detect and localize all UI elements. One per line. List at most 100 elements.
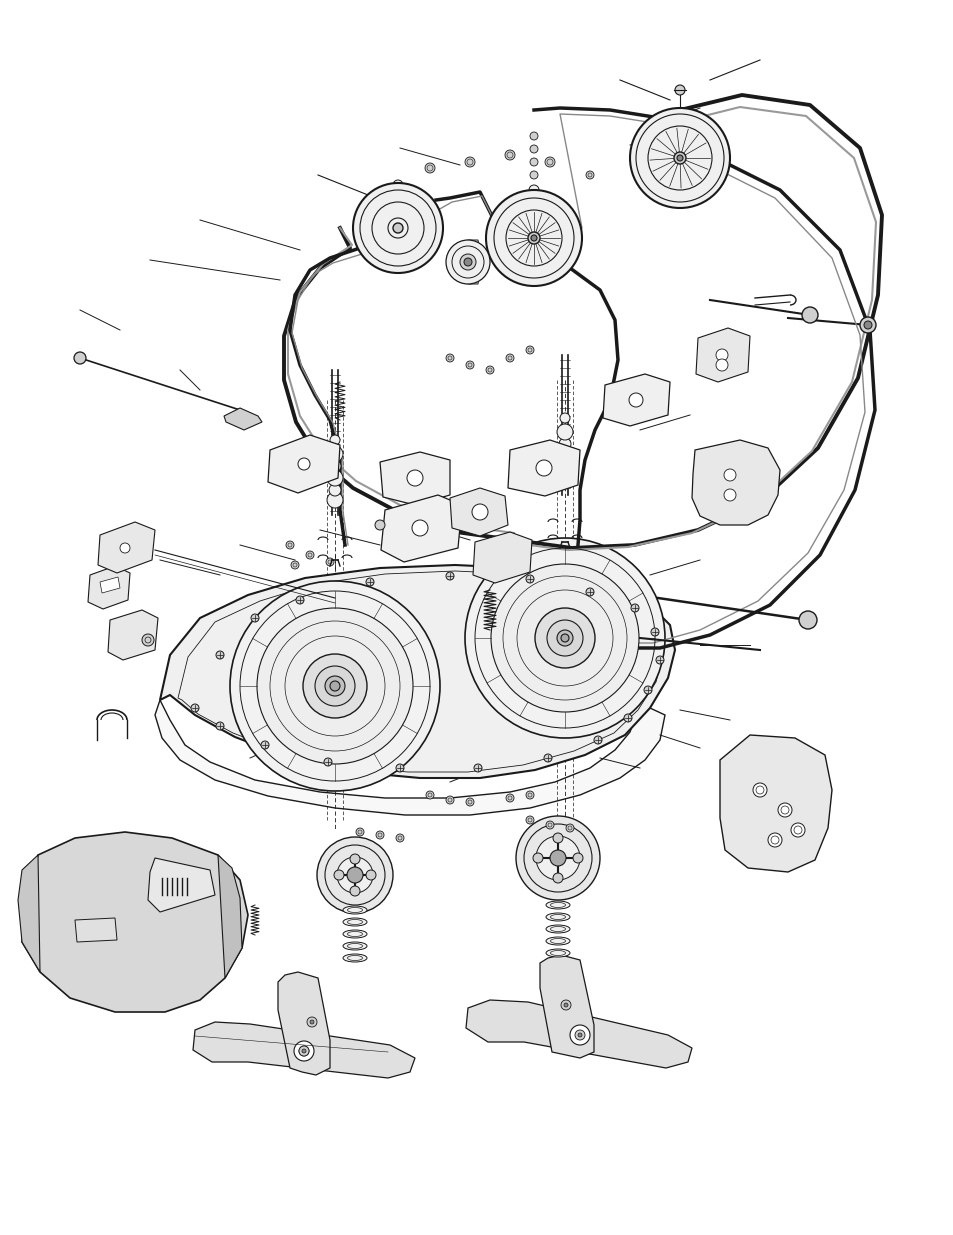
Ellipse shape [343,918,367,926]
Polygon shape [380,495,461,562]
Circle shape [353,183,442,273]
Circle shape [623,714,631,722]
Circle shape [327,471,343,487]
Polygon shape [696,329,749,382]
Circle shape [325,676,345,697]
Circle shape [215,722,224,730]
Circle shape [465,361,474,369]
Circle shape [565,824,574,832]
Polygon shape [691,440,780,525]
Circle shape [395,834,403,842]
Circle shape [557,424,573,440]
Polygon shape [602,374,669,426]
Circle shape [716,359,727,370]
Circle shape [215,651,224,659]
Polygon shape [507,440,579,496]
Circle shape [560,1000,571,1010]
Circle shape [329,484,340,496]
Circle shape [529,185,538,195]
Circle shape [251,614,258,622]
Circle shape [142,634,153,646]
Circle shape [594,736,601,743]
Polygon shape [148,858,214,911]
Circle shape [553,832,562,844]
Circle shape [120,543,130,553]
Circle shape [752,783,766,797]
Circle shape [553,873,562,883]
Circle shape [767,832,781,847]
Circle shape [446,354,454,362]
Circle shape [629,107,729,207]
Ellipse shape [545,925,569,932]
Ellipse shape [545,913,569,921]
Circle shape [516,816,599,900]
Circle shape [330,435,339,445]
Ellipse shape [343,906,367,914]
Circle shape [643,685,651,694]
Circle shape [424,163,435,173]
Circle shape [393,224,402,233]
Polygon shape [154,700,664,815]
Circle shape [525,576,534,583]
Circle shape [407,471,422,487]
Circle shape [558,462,571,474]
Circle shape [558,438,571,450]
Circle shape [628,393,642,408]
Polygon shape [463,240,481,284]
Polygon shape [160,564,675,778]
Circle shape [859,317,875,333]
Circle shape [291,561,298,569]
Circle shape [303,655,367,718]
Circle shape [330,680,339,692]
Circle shape [525,346,534,354]
Circle shape [298,1046,309,1056]
Circle shape [557,630,573,646]
Circle shape [297,458,310,471]
Polygon shape [98,522,154,573]
Circle shape [472,504,488,520]
Circle shape [530,158,537,165]
Circle shape [778,803,791,818]
Circle shape [350,885,359,897]
Circle shape [723,489,735,501]
Circle shape [530,144,537,153]
Circle shape [355,827,364,836]
Circle shape [790,823,804,837]
Circle shape [723,469,735,480]
Circle shape [395,764,403,772]
Circle shape [334,869,344,881]
Circle shape [426,790,434,799]
Circle shape [366,578,374,585]
Circle shape [677,156,682,161]
Circle shape [375,831,384,839]
Polygon shape [108,610,158,659]
Circle shape [464,538,664,739]
Polygon shape [193,1023,415,1078]
Circle shape [544,157,555,167]
Polygon shape [100,577,120,593]
Circle shape [575,1030,584,1040]
Circle shape [336,857,373,893]
Circle shape [630,604,639,613]
Circle shape [585,170,594,179]
Circle shape [327,446,343,462]
Circle shape [314,666,355,706]
Circle shape [393,180,402,190]
Circle shape [546,620,582,656]
Circle shape [535,608,595,668]
Ellipse shape [343,930,367,939]
Circle shape [347,867,363,883]
Circle shape [563,1003,567,1007]
Circle shape [578,1032,581,1037]
Circle shape [650,629,659,636]
Circle shape [310,1020,314,1024]
Polygon shape [277,972,330,1074]
Ellipse shape [545,937,569,945]
Circle shape [525,816,534,824]
Circle shape [505,794,514,802]
Polygon shape [218,855,242,978]
Circle shape [573,853,582,863]
Circle shape [536,459,552,475]
Polygon shape [465,1000,691,1068]
Circle shape [656,656,663,664]
